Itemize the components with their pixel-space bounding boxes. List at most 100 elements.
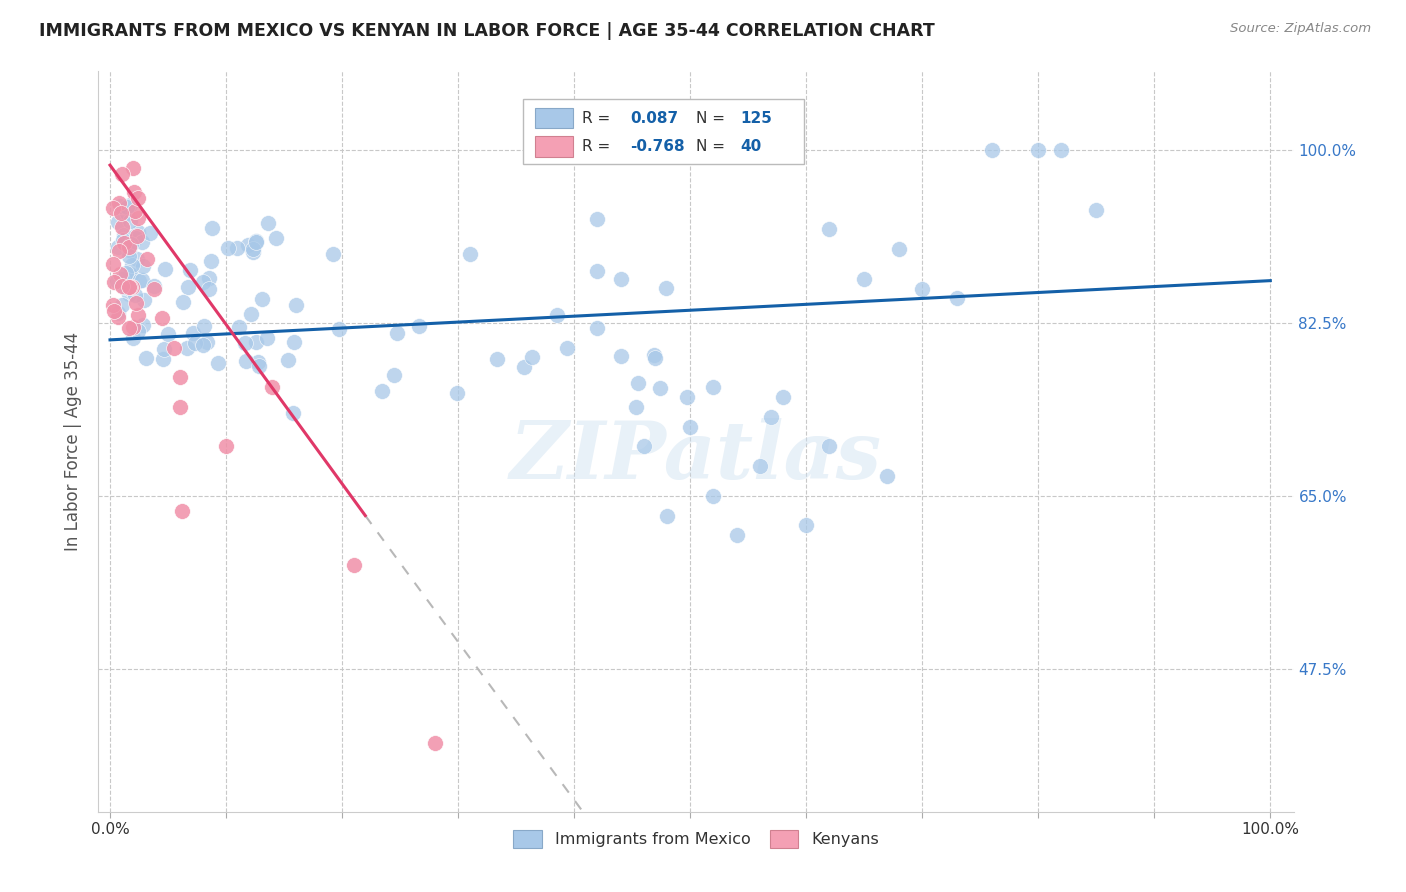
Point — [1026, 144, 1049, 158]
Point — [200, 254, 222, 268]
Point — [195, 335, 218, 350]
Point — [586, 212, 609, 227]
Point — [101, 257, 124, 271]
Point — [876, 469, 898, 483]
Point — [107, 306, 129, 320]
Point — [655, 281, 678, 295]
Point — [285, 298, 308, 312]
Point — [371, 384, 394, 398]
Text: IMMIGRANTS FROM MEXICO VS KENYAN IN LABOR FORCE | AGE 35-44 CORRELATION CHART: IMMIGRANTS FROM MEXICO VS KENYAN IN LABO… — [39, 22, 935, 40]
Point — [1085, 202, 1108, 217]
Point — [242, 243, 264, 257]
Point — [655, 508, 678, 523]
Text: 0.087: 0.087 — [630, 111, 678, 126]
Point — [128, 274, 150, 288]
Point — [853, 271, 876, 285]
Point — [112, 228, 135, 243]
Point — [134, 293, 156, 307]
Point — [1050, 144, 1073, 158]
Point — [135, 351, 157, 365]
Point — [125, 229, 148, 244]
Point — [725, 528, 748, 542]
Point — [105, 274, 128, 288]
Point — [277, 353, 299, 368]
Point — [247, 359, 270, 374]
Point — [264, 230, 287, 244]
Point — [124, 231, 146, 245]
Text: 40: 40 — [740, 138, 762, 153]
Point — [181, 326, 204, 341]
Point — [322, 246, 344, 260]
Point — [555, 341, 578, 355]
Point — [408, 319, 430, 334]
Point — [586, 321, 609, 335]
Text: N =: N = — [696, 111, 725, 126]
Point — [794, 518, 817, 533]
Point — [676, 390, 699, 404]
Point — [107, 215, 129, 229]
Point — [217, 241, 239, 255]
Text: ZIPatlas: ZIPatlas — [510, 417, 882, 495]
Point — [172, 295, 194, 310]
Point — [748, 459, 770, 474]
Point — [120, 280, 142, 294]
Point — [124, 295, 146, 310]
Point — [125, 252, 148, 266]
Point — [143, 279, 166, 293]
Point — [131, 235, 153, 249]
Point — [946, 292, 969, 306]
Point — [818, 222, 841, 236]
Point — [250, 292, 273, 306]
Point — [183, 336, 205, 351]
Point — [702, 380, 724, 394]
Point — [382, 368, 405, 382]
Point — [385, 326, 408, 340]
Point — [103, 275, 125, 289]
Point — [245, 335, 267, 350]
Point — [124, 204, 146, 219]
Point — [169, 400, 191, 414]
Point — [120, 268, 142, 282]
Point — [245, 235, 267, 250]
Point — [233, 335, 256, 350]
Point — [650, 381, 672, 395]
Point — [198, 270, 221, 285]
Point — [108, 244, 131, 259]
Point — [131, 272, 153, 286]
Point — [761, 409, 783, 424]
Point — [139, 226, 162, 240]
Point — [111, 272, 134, 286]
Point — [546, 308, 568, 322]
Point — [118, 280, 141, 294]
Point — [610, 349, 633, 363]
Legend: Immigrants from Mexico, Kenyans: Immigrants from Mexico, Kenyans — [505, 822, 887, 855]
Point — [127, 308, 149, 322]
Point — [644, 351, 666, 365]
Point — [117, 240, 139, 254]
Point — [153, 342, 176, 356]
Point — [520, 351, 543, 365]
Point — [201, 221, 224, 235]
Point — [107, 240, 129, 254]
Point — [207, 355, 229, 369]
Point — [156, 327, 179, 342]
Point — [103, 304, 125, 318]
FancyBboxPatch shape — [534, 136, 572, 156]
Point — [772, 390, 794, 404]
Text: 125: 125 — [740, 111, 772, 126]
Point — [236, 237, 259, 252]
Point — [328, 322, 350, 336]
Point — [111, 167, 134, 181]
Point — [124, 288, 146, 302]
Point — [702, 489, 724, 503]
Point — [176, 341, 198, 355]
Text: Source: ZipAtlas.com: Source: ZipAtlas.com — [1230, 22, 1371, 36]
Point — [818, 440, 841, 454]
Point — [111, 233, 134, 247]
Point — [343, 558, 366, 572]
Point — [120, 282, 142, 296]
Point — [120, 268, 142, 283]
Point — [911, 281, 934, 295]
Point — [124, 185, 146, 199]
Point — [193, 318, 215, 333]
